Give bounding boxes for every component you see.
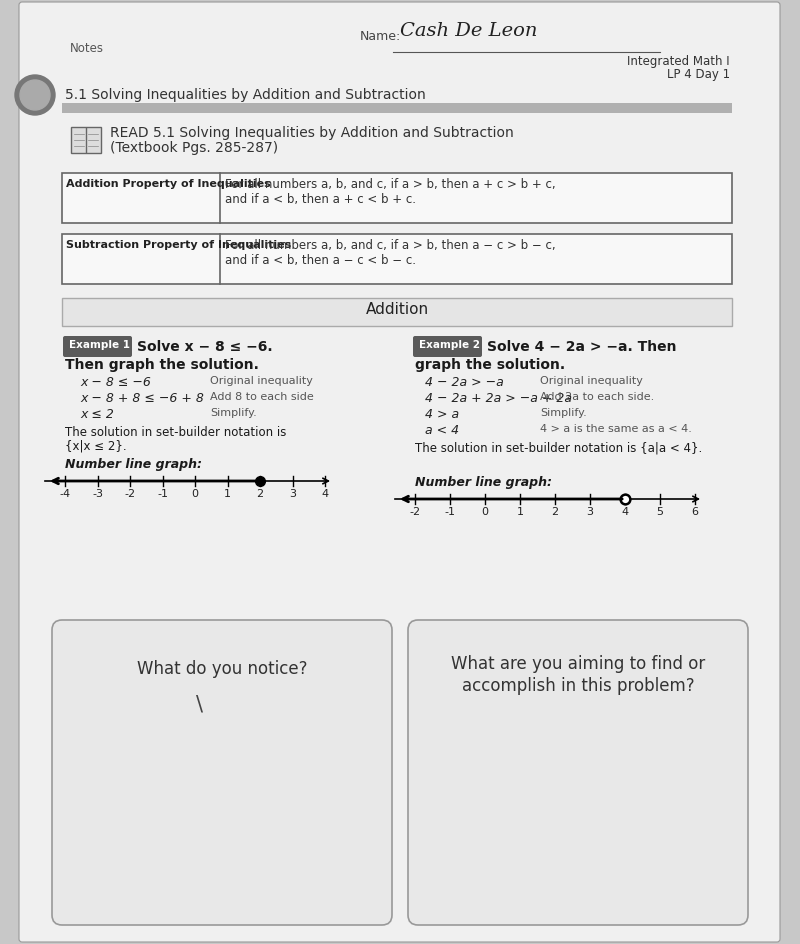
Text: Simplify.: Simplify. xyxy=(540,408,586,418)
Text: READ 5.1 Solving Inequalities by Addition and Subtraction: READ 5.1 Solving Inequalities by Additio… xyxy=(110,126,514,140)
FancyBboxPatch shape xyxy=(63,336,132,357)
Text: -2: -2 xyxy=(125,489,135,499)
Text: Solve x − 8 ≤ −6.: Solve x − 8 ≤ −6. xyxy=(137,340,273,354)
Text: -2: -2 xyxy=(410,507,421,517)
Text: LP 4 Day 1: LP 4 Day 1 xyxy=(667,68,730,81)
Text: Notes: Notes xyxy=(70,42,104,55)
Text: x − 8 + 8 ≤ −6 + 8: x − 8 + 8 ≤ −6 + 8 xyxy=(80,392,204,405)
Text: 5: 5 xyxy=(657,507,663,517)
Text: 1: 1 xyxy=(224,489,231,499)
Text: 2: 2 xyxy=(551,507,558,517)
Text: What are you aiming to find or: What are you aiming to find or xyxy=(451,655,705,673)
Text: -4: -4 xyxy=(59,489,70,499)
FancyBboxPatch shape xyxy=(413,336,482,357)
Text: Simplify.: Simplify. xyxy=(210,408,257,418)
FancyBboxPatch shape xyxy=(62,234,732,284)
Text: 2: 2 xyxy=(257,489,263,499)
Text: For all numbers a, b, and c, if a > b, then a − c > b − c,
and if a < b, then a : For all numbers a, b, and c, if a > b, t… xyxy=(225,239,556,267)
FancyBboxPatch shape xyxy=(62,173,732,223)
Text: Subtraction Property of Inequalities: Subtraction Property of Inequalities xyxy=(66,240,291,250)
Text: Addition Property of Inequalities: Addition Property of Inequalities xyxy=(66,179,270,189)
Circle shape xyxy=(15,75,55,115)
Text: Add 8 to each side: Add 8 to each side xyxy=(210,392,314,402)
FancyBboxPatch shape xyxy=(62,103,732,113)
Text: -1: -1 xyxy=(445,507,455,517)
Text: Addition: Addition xyxy=(366,302,429,317)
Text: 0: 0 xyxy=(191,489,198,499)
Text: Then graph the solution.: Then graph the solution. xyxy=(65,358,259,372)
Text: 6: 6 xyxy=(691,507,698,517)
Text: a < 4: a < 4 xyxy=(425,424,459,437)
Text: 4 > a is the same as a < 4.: 4 > a is the same as a < 4. xyxy=(540,424,692,434)
Text: 0: 0 xyxy=(482,507,489,517)
Text: Cash De Leon: Cash De Leon xyxy=(400,22,538,40)
Text: graph the solution.: graph the solution. xyxy=(415,358,565,372)
Text: 4: 4 xyxy=(322,489,329,499)
Text: Original inequality: Original inequality xyxy=(210,376,313,386)
FancyBboxPatch shape xyxy=(62,298,732,326)
Text: Number line graph:: Number line graph: xyxy=(415,476,552,489)
FancyBboxPatch shape xyxy=(52,620,392,925)
Text: accomplish in this problem?: accomplish in this problem? xyxy=(462,677,694,695)
Text: Integrated Math I: Integrated Math I xyxy=(627,55,730,68)
Text: 5.1 Solving Inequalities by Addition and Subtraction: 5.1 Solving Inequalities by Addition and… xyxy=(65,88,426,102)
Text: Example 2: Example 2 xyxy=(419,340,480,350)
Text: -3: -3 xyxy=(92,489,103,499)
Text: Name:: Name: xyxy=(360,30,402,43)
FancyBboxPatch shape xyxy=(71,127,101,153)
Text: What do you notice?: What do you notice? xyxy=(137,660,307,678)
Text: x − 8 ≤ −6: x − 8 ≤ −6 xyxy=(80,376,151,389)
FancyBboxPatch shape xyxy=(408,620,748,925)
Text: \: \ xyxy=(197,695,203,715)
Text: 4 − 2a > −a: 4 − 2a > −a xyxy=(425,376,504,389)
Text: The solution in set-builder notation is: The solution in set-builder notation is xyxy=(65,426,286,439)
Text: Original inequality: Original inequality xyxy=(540,376,643,386)
Text: For all numbers a, b, and c, if a > b, then a + c > b + c,
and if a < b, then a : For all numbers a, b, and c, if a > b, t… xyxy=(225,178,556,206)
Text: 4: 4 xyxy=(622,507,629,517)
Text: {x|x ≤ 2}.: {x|x ≤ 2}. xyxy=(65,440,126,453)
Text: -1: -1 xyxy=(157,489,168,499)
Circle shape xyxy=(20,80,50,110)
Text: 1: 1 xyxy=(517,507,523,517)
Text: (Textbook Pgs. 285-287): (Textbook Pgs. 285-287) xyxy=(110,141,278,155)
Text: 4 > a: 4 > a xyxy=(425,408,459,421)
Text: 4 − 2a + 2a > −a + 2a: 4 − 2a + 2a > −a + 2a xyxy=(425,392,572,405)
Text: Example 1: Example 1 xyxy=(69,340,130,350)
Text: The solution in set-builder notation is {a|a < 4}.: The solution in set-builder notation is … xyxy=(415,442,702,455)
Text: Number line graph:: Number line graph: xyxy=(65,458,202,471)
Text: Add 2a to each side.: Add 2a to each side. xyxy=(540,392,654,402)
Text: Solve 4 − 2a > −a. Then: Solve 4 − 2a > −a. Then xyxy=(487,340,677,354)
Text: x ≤ 2: x ≤ 2 xyxy=(80,408,114,421)
FancyBboxPatch shape xyxy=(19,2,780,942)
Text: 3: 3 xyxy=(289,489,296,499)
Text: 3: 3 xyxy=(586,507,594,517)
